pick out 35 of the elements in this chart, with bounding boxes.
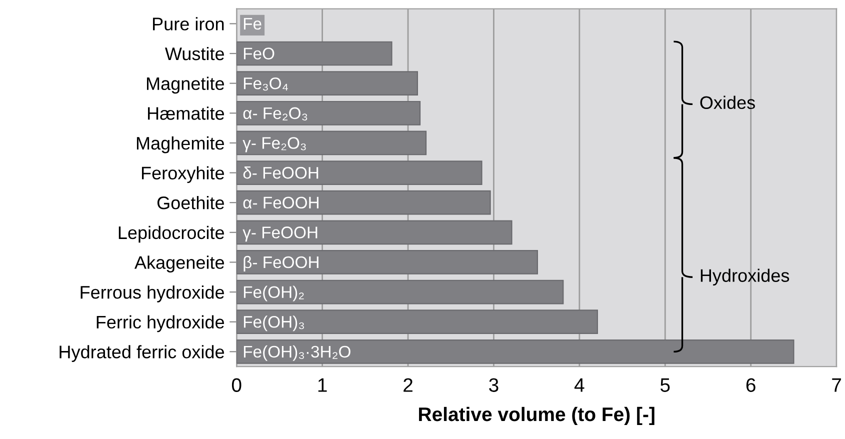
annotation: Fe₃O₄ [244, 77, 288, 91]
annotation: γ- FeOOH [242, 226, 318, 242]
y-tick-label: Hæmatite [148, 106, 224, 120]
y-tick-label: Ferric hydroxide [96, 315, 224, 332]
x-tick-label: 5 [660, 378, 670, 392]
y-tick-label: Feroxyhite [142, 166, 224, 184]
y-tick-label: Akageneite [134, 256, 224, 272]
annotation: Fe(OH)₂ [244, 286, 304, 302]
x-tick-label: 1 [318, 378, 327, 392]
y-tick-label: Pure iron [153, 17, 224, 30]
annotation: α- Fe₂O₃ [243, 107, 308, 120]
annotation: α- FeOOH [243, 196, 318, 209]
annotation: Fe [244, 18, 262, 30]
x-axis-title: Relative volume (to Fe) [-] [419, 406, 654, 426]
annotation: Oxides [700, 96, 755, 110]
x-tick-label: 0 [232, 378, 242, 392]
y-tick-label: Wustite [164, 46, 224, 60]
annotation: FeO [244, 48, 274, 60]
y-tick-label: Hydrated ferric oxide [60, 345, 224, 362]
annotation: γ- Fe₂O₃ [242, 137, 306, 152]
annotation: Fe(OH)₃ [244, 316, 304, 332]
annotation: β- FeOOH [244, 256, 318, 272]
annotation: δ- FeOOH [243, 166, 318, 179]
y-tick-label: Maghemite [136, 136, 224, 154]
x-tick-label: 2 [404, 378, 412, 392]
y-tick-label: Lepidocrocite [118, 226, 224, 243]
x-tick-label: 7 [832, 378, 841, 392]
annotation: Fe(OH)₃·3H₂O [244, 345, 350, 361]
x-tick-label: 4 [574, 378, 584, 392]
y-tick-label: Magnetite [146, 76, 224, 94]
x-tick-label: 6 [746, 378, 756, 392]
annotation: Hydroxides [700, 268, 790, 286]
y-tick-label: Goethite [157, 196, 224, 210]
y-tick-label: Ferrous hydroxide [80, 285, 224, 302]
x-tick-label: 3 [489, 378, 498, 392]
